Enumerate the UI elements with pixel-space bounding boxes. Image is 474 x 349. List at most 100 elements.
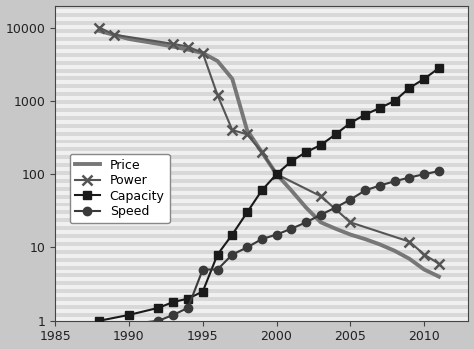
Bar (55, 234, 468, 238)
Price (436, 275, 442, 279)
Bar (55, 80, 468, 84)
Capacity (229, 232, 235, 237)
Capacity (289, 159, 294, 163)
Bar (55, 140, 468, 143)
Capacity (273, 172, 279, 176)
Price (289, 188, 294, 193)
Bar (55, 53, 468, 57)
Speed (421, 172, 427, 176)
Capacity (244, 210, 250, 215)
Speed (244, 245, 250, 250)
Bar (55, 301, 468, 305)
Bar (55, 202, 468, 207)
Speed (318, 213, 324, 217)
Price (185, 47, 191, 52)
Bar (55, 116, 468, 120)
Price (377, 242, 383, 246)
Bar (55, 108, 468, 112)
Speed (229, 252, 235, 257)
Bar (55, 167, 468, 171)
Bar (55, 226, 468, 230)
Speed (170, 313, 176, 317)
Speed (259, 237, 264, 241)
Bar (55, 41, 468, 45)
Bar (55, 65, 468, 69)
Bar (55, 132, 468, 135)
Price (303, 206, 309, 210)
Bar (55, 49, 468, 53)
Bar (55, 269, 468, 274)
Bar (55, 9, 468, 13)
Bar (55, 45, 468, 49)
Bar (55, 179, 468, 183)
Bar (55, 195, 468, 199)
Bar (55, 21, 468, 25)
Bar (55, 171, 468, 175)
Bar (55, 13, 468, 17)
Price (200, 51, 206, 55)
Power (436, 262, 442, 266)
Speed (303, 220, 309, 224)
Power (244, 132, 250, 136)
Bar (55, 159, 468, 163)
Bar (55, 57, 468, 61)
Speed (185, 306, 191, 310)
Bar (55, 37, 468, 41)
Bar (55, 242, 468, 246)
Bar (55, 33, 468, 37)
Speed (273, 232, 279, 237)
Speed (215, 267, 220, 272)
Bar (55, 313, 468, 317)
Price (170, 45, 176, 49)
Speed (392, 179, 398, 183)
Bar (55, 128, 468, 132)
Bar (55, 218, 468, 222)
Bar (55, 147, 468, 151)
Bar (55, 163, 468, 167)
Bar (55, 17, 468, 21)
Capacity (126, 313, 132, 317)
Power (111, 32, 117, 37)
Bar (55, 285, 468, 289)
Bar (55, 258, 468, 262)
Capacity (170, 300, 176, 304)
Price (273, 172, 279, 176)
Price (97, 29, 102, 33)
Bar (55, 305, 468, 309)
Speed (377, 184, 383, 188)
Capacity (97, 319, 102, 323)
Price (229, 77, 235, 81)
Speed (333, 206, 338, 210)
Bar (55, 199, 468, 202)
Bar (55, 289, 468, 293)
Bar (55, 246, 468, 250)
Bar (55, 250, 468, 254)
Power (185, 45, 191, 49)
Bar (55, 112, 468, 116)
Price (259, 150, 264, 154)
Capacity (333, 132, 338, 136)
Line: Price: Price (100, 31, 439, 277)
Power (421, 252, 427, 257)
Capacity (436, 66, 442, 70)
Legend: Price, Power, Capacity, Speed: Price, Power, Capacity, Speed (70, 154, 170, 223)
Speed (407, 176, 412, 180)
Bar (55, 222, 468, 226)
Capacity (407, 86, 412, 90)
Speed (200, 267, 206, 272)
Power (229, 128, 235, 132)
Bar (55, 88, 468, 92)
Speed (289, 227, 294, 231)
Power (215, 93, 220, 97)
Price (362, 237, 368, 241)
Capacity (421, 77, 427, 81)
Price (215, 59, 220, 63)
Line: Power: Power (95, 23, 444, 269)
Power (407, 239, 412, 244)
Bar (55, 207, 468, 210)
Price (244, 128, 250, 132)
Bar (55, 29, 468, 33)
Bar (55, 254, 468, 258)
Power (273, 172, 279, 176)
Capacity (259, 188, 264, 193)
